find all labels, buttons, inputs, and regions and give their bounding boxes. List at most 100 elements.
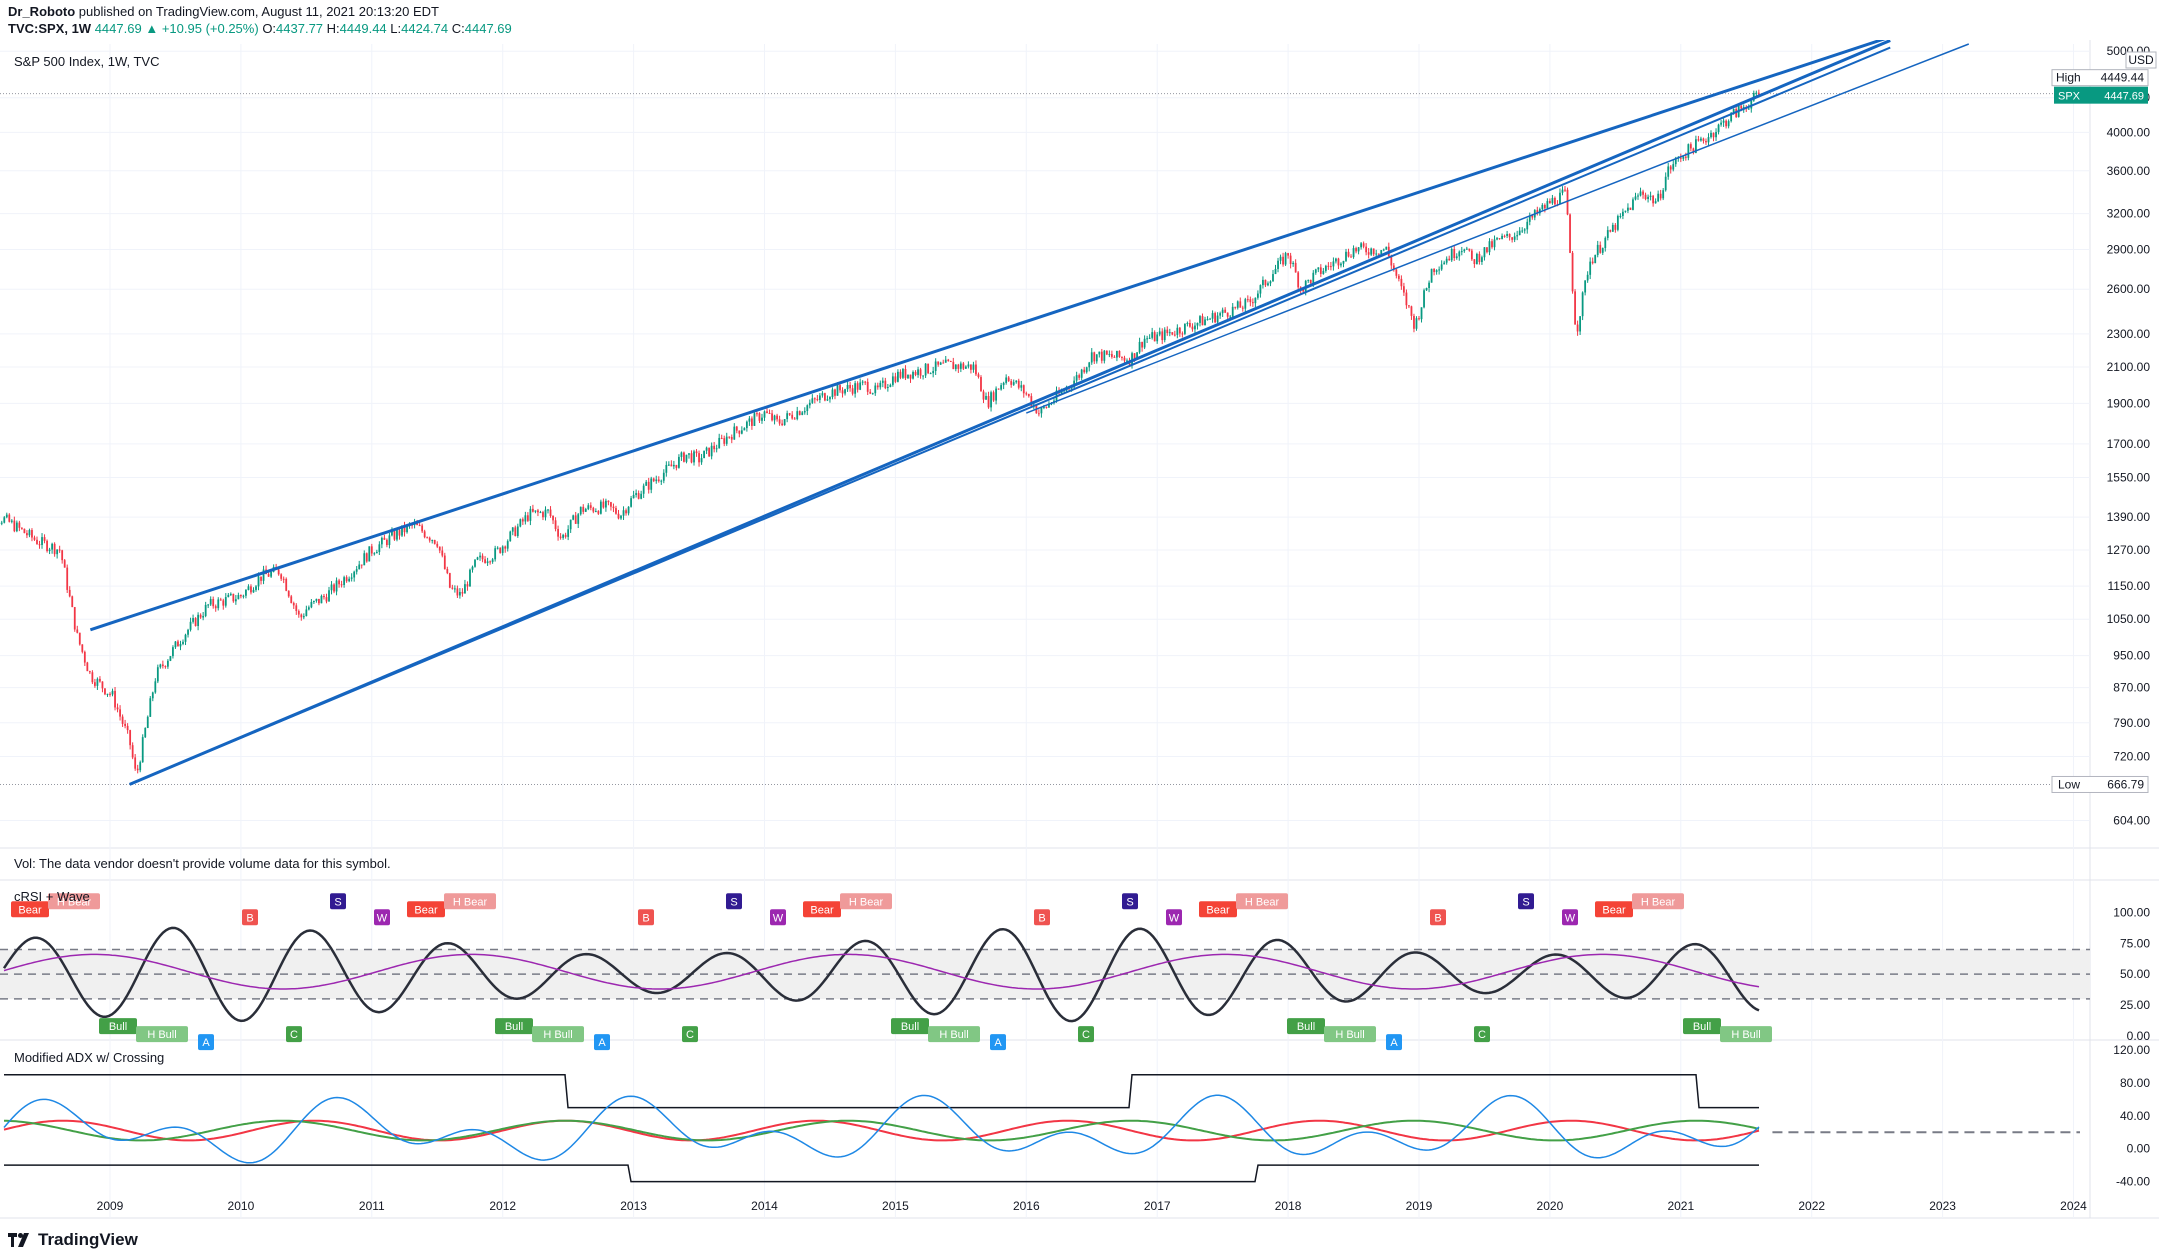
- price-candle: [1521, 230, 1524, 232]
- y-tick-label: 720.00: [2113, 750, 2150, 764]
- price-candle: [0, 522, 3, 524]
- price-candle: [1367, 252, 1370, 255]
- price-candle: [912, 371, 914, 379]
- price-candle: [1362, 243, 1365, 247]
- crsi-signal-label: [840, 893, 892, 910]
- price-candle: [622, 510, 625, 516]
- price-candle: [723, 438, 726, 444]
- crsi-signal-label: [1518, 893, 1534, 910]
- price-candle: [577, 514, 580, 524]
- price-candle: [738, 430, 741, 434]
- price-candle: [126, 725, 129, 731]
- low-value: 4424.74: [401, 21, 449, 36]
- price-candle: [401, 525, 403, 536]
- price-candle: [202, 616, 205, 618]
- price-candle: [104, 688, 106, 695]
- open-label: O:: [262, 21, 277, 36]
- price-candle: [796, 411, 799, 420]
- price-candle: [1483, 247, 1486, 258]
- crsi-signal-text: W: [1169, 912, 1180, 924]
- price-candle: [1662, 190, 1665, 199]
- adx-lower-band: [4, 1164, 1759, 1183]
- price-candle: [748, 418, 751, 422]
- price-candle: [1236, 301, 1239, 308]
- crsi-signal-label: [1122, 893, 1138, 910]
- price-candle: [1156, 334, 1159, 342]
- chart-area[interactable]: Bear H Bear Bull H Bull A B C S W Bear H Bear Bull H…: [0, 40, 2159, 1222]
- crsi-signal-text: Bull: [109, 1021, 127, 1033]
- price-candle: [1110, 354, 1113, 357]
- price-candle: [610, 502, 612, 507]
- price-candle: [1702, 138, 1705, 141]
- crsi-signal-label: [682, 1026, 698, 1043]
- price-candle: [625, 510, 627, 514]
- price-candle: [370, 546, 373, 554]
- crsi-signal-label: [242, 909, 258, 926]
- footer-brand[interactable]: TradingView: [38, 1230, 138, 1249]
- price-candle: [1594, 255, 1597, 264]
- y-tick-label: 3200.00: [2107, 207, 2151, 221]
- price-candle: [348, 578, 351, 582]
- price-candle: [295, 605, 298, 611]
- price-candle: [680, 452, 683, 457]
- price-candle: [756, 413, 758, 415]
- price-candle: [121, 716, 124, 724]
- price-candle: [1151, 332, 1154, 338]
- price-candle: [645, 481, 648, 486]
- price-candle: [594, 511, 597, 513]
- price-candle: [808, 402, 811, 406]
- price-candle: [1418, 318, 1420, 320]
- price-candle: [146, 716, 149, 729]
- price-candle: [66, 567, 69, 590]
- adx-line: [3, 1094, 1760, 1164]
- price-candle: [1262, 279, 1264, 286]
- price-candle: [730, 437, 733, 440]
- trendlines-group: [89, 40, 1970, 786]
- price-candle: [1430, 268, 1433, 283]
- price-candle: [431, 540, 434, 542]
- last-price: 4447.69: [94, 21, 142, 36]
- price-candle: [1186, 322, 1189, 324]
- price-candle: [1554, 197, 1556, 205]
- crsi-pane-title: cRSI + Wave: [14, 889, 90, 904]
- price-candle: [51, 543, 54, 550]
- price-candle: [693, 451, 695, 463]
- price-candle: [58, 549, 61, 551]
- price-candle: [1599, 244, 1602, 253]
- price-candle: [262, 569, 265, 581]
- crsi-signal-text: C: [686, 1029, 694, 1041]
- adx-group: [3, 1073, 2080, 1183]
- price-candle: [879, 382, 882, 388]
- symbol-label[interactable]: TVC:SPX, 1W: [8, 21, 92, 36]
- price-candle: [1322, 270, 1325, 274]
- price-candle: [811, 398, 814, 403]
- price-candle: [1463, 249, 1466, 252]
- crsi-signal-label: [1287, 1018, 1325, 1035]
- price-candle: [88, 671, 91, 673]
- price-candle: [63, 560, 66, 568]
- price-candle: [1657, 193, 1660, 202]
- price-candle: [1241, 307, 1244, 309]
- price-candle: [695, 451, 698, 454]
- price-candle: [403, 525, 406, 533]
- price-candle: [1732, 108, 1735, 113]
- price-candle: [1717, 124, 1720, 132]
- price-candle: [1453, 249, 1456, 259]
- price-candle: [529, 508, 532, 521]
- price-candle: [270, 571, 273, 577]
- price-candle: [453, 588, 456, 590]
- price-candle: [562, 534, 565, 538]
- price-candle: [904, 368, 907, 379]
- publisher-name[interactable]: Dr_Roboto: [8, 4, 76, 19]
- price-candle: [947, 359, 950, 362]
- price-candle: [524, 515, 527, 522]
- price-candle: [985, 396, 987, 400]
- price-candle: [1689, 144, 1692, 149]
- price-candle: [1601, 248, 1604, 253]
- price-candle: [1642, 191, 1644, 195]
- price-candle: [919, 369, 922, 376]
- price-candle: [864, 381, 867, 383]
- price-candle: [1357, 247, 1360, 252]
- price-candle: [542, 512, 544, 518]
- price-candle: [605, 500, 607, 508]
